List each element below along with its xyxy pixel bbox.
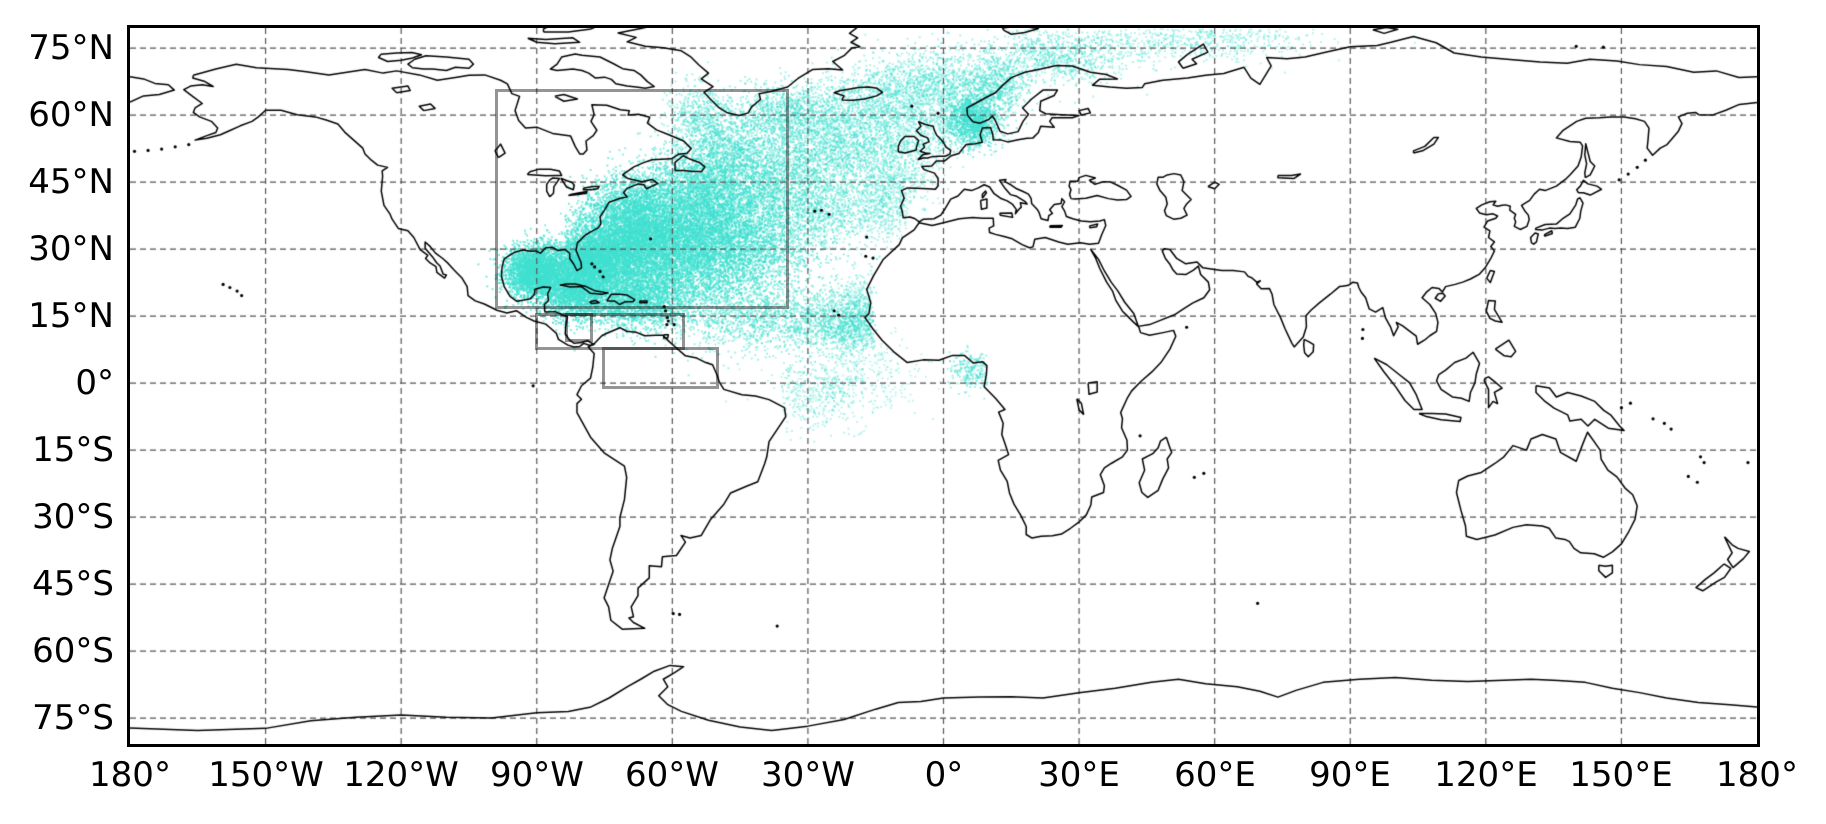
lat-tick-label: 75°N: [28, 28, 114, 68]
region-box-north-atlantic: [494, 89, 790, 309]
lon-tick-label: 30°W: [761, 755, 855, 795]
lon-tick-label: 180°: [1716, 755, 1798, 795]
lat-tick-label: 15°S: [32, 430, 114, 470]
lat-tick-label: 45°N: [28, 162, 114, 202]
lat-tick-label: 0°: [75, 363, 114, 403]
lat-tick-label: 75°S: [32, 698, 114, 738]
region-box-south-america-northeast: [601, 346, 719, 389]
map-plot-area: [127, 25, 1760, 747]
lon-tick-label: 30°E: [1038, 755, 1120, 795]
world-map-canvas: [130, 28, 1757, 744]
region-box-caribbean: [535, 313, 685, 350]
lon-tick-label: 0°: [924, 755, 964, 795]
lon-tick-label: 90°E: [1309, 755, 1391, 795]
lon-tick-label: 90°W: [490, 755, 584, 795]
lon-tick-label: 60°E: [1174, 755, 1256, 795]
lon-tick-label: 60°W: [625, 755, 719, 795]
lon-tick-label: 150°W: [208, 755, 324, 795]
lon-tick-label: 120°E: [1434, 755, 1538, 795]
lat-tick-label: 30°S: [32, 497, 114, 537]
lon-tick-label: 120°W: [343, 755, 459, 795]
lat-tick-label: 60°N: [28, 95, 114, 135]
lat-tick-label: 60°S: [32, 631, 114, 671]
lon-tick-label: 180°: [89, 755, 171, 795]
lat-tick-label: 45°S: [32, 564, 114, 604]
lon-tick-label: 150°E: [1569, 755, 1673, 795]
lat-tick-label: 30°N: [28, 229, 114, 269]
lat-tick-label: 15°N: [28, 296, 114, 336]
region-box-west-caribbean: [564, 313, 594, 343]
